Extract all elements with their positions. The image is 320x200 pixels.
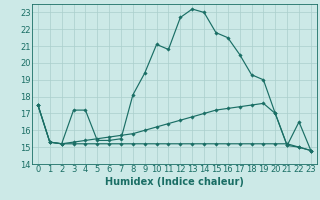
X-axis label: Humidex (Indice chaleur): Humidex (Indice chaleur): [105, 177, 244, 187]
